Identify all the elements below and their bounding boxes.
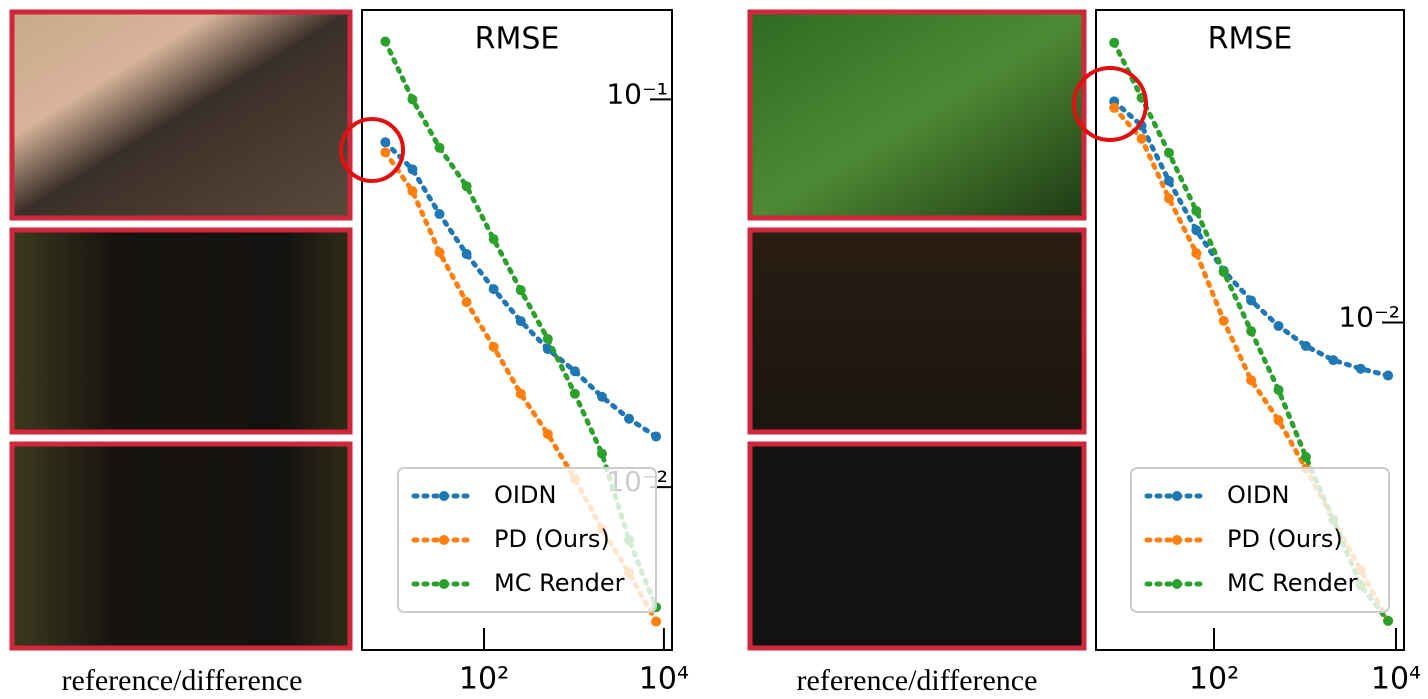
image-panels: [9, 9, 1087, 651]
data-point: [515, 285, 526, 296]
chart-title: RMSE: [475, 22, 560, 57]
data-point: [1163, 193, 1174, 204]
difference-image: [747, 441, 1087, 651]
legend-marker: [439, 491, 449, 501]
data-point: [1246, 375, 1257, 386]
data-point: [461, 249, 472, 260]
highlight-circle: [339, 117, 405, 183]
data-point: [515, 388, 526, 399]
data-point: [596, 448, 607, 459]
data-point: [1246, 326, 1257, 337]
data-point: [542, 429, 553, 440]
data-point: [1163, 147, 1174, 158]
data-point: [461, 181, 472, 192]
legend-label: OIDN: [494, 481, 556, 509]
charts: RMSE 10² 10⁴ 10⁻¹ 10⁻² OIDN PD (Ours) MC Render…: [361, 9, 1421, 697]
legend: OIDN PD (Ours) MC Render: [397, 467, 657, 613]
data-point: [1191, 225, 1202, 236]
data-point: [542, 333, 553, 344]
data-point: [380, 147, 391, 158]
legend-box: [1130, 467, 1390, 613]
data-point: [488, 284, 499, 295]
data-point: [1218, 315, 1229, 326]
data-point: [569, 388, 580, 399]
legend-label: PD (Ours): [494, 525, 610, 553]
legend-box: [397, 467, 657, 613]
legend-marker: [1172, 535, 1182, 545]
data-point: [1191, 205, 1202, 216]
caption: reference/difference: [797, 664, 1038, 697]
difference-image: [747, 227, 1087, 435]
legend-marker: [439, 535, 449, 545]
data-point: [434, 209, 445, 220]
data-point: [1246, 295, 1257, 306]
legend-label: PD (Ours): [1227, 525, 1343, 553]
legend: OIDN PD (Ours) MC Render: [1130, 467, 1390, 613]
caption: reference/difference: [62, 664, 303, 697]
data-point: [1383, 615, 1394, 626]
data-point: [1109, 102, 1120, 113]
chart: RMSE 10² 10⁴ 10⁻² OIDN PD (Ours) MC Render: [1095, 9, 1421, 697]
data-point: [624, 413, 635, 424]
legend-marker: [1172, 579, 1182, 589]
data-point: [488, 234, 499, 245]
data-point: [407, 186, 418, 197]
data-point: [1300, 451, 1311, 462]
data-point: [542, 344, 553, 355]
data-point: [380, 137, 391, 148]
x-tick-label: 10⁴: [639, 662, 689, 697]
data-point: [461, 297, 472, 308]
data-point: [488, 341, 499, 352]
data-point: [515, 316, 526, 327]
reference-image: [747, 9, 1087, 221]
y-tick-label: 10⁻¹: [606, 77, 668, 110]
data-point: [596, 391, 607, 402]
data-point: [1383, 370, 1394, 381]
data-point: [434, 142, 445, 153]
data-point: [380, 36, 391, 47]
x-tick-label: 10²: [459, 662, 509, 697]
legend-label: MC Render: [494, 569, 625, 597]
y-tick-label: 10⁻²: [1338, 301, 1400, 334]
difference-image: [9, 441, 353, 651]
highlight-circle: [1072, 66, 1148, 142]
legend-marker: [439, 579, 449, 589]
data-point: [651, 431, 662, 442]
data-point: [1191, 248, 1202, 259]
data-point: [1273, 320, 1284, 331]
legend-label: OIDN: [1227, 481, 1289, 509]
data-point: [1355, 363, 1366, 374]
data-point: [1163, 175, 1174, 186]
data-point: [407, 94, 418, 105]
legend-marker: [1172, 491, 1182, 501]
data-point: [1328, 355, 1339, 366]
data-point: [1273, 415, 1284, 426]
data-point: [1109, 37, 1120, 48]
chart-title: RMSE: [1208, 22, 1293, 57]
data-point: [434, 247, 445, 258]
legend-label: MC Render: [1227, 569, 1358, 597]
data-point: [407, 164, 418, 175]
data-point: [1300, 340, 1311, 351]
difference-image: [9, 227, 353, 435]
reference-image: [9, 9, 353, 221]
data-point: [651, 616, 662, 627]
data-point: [1218, 267, 1229, 278]
data-point: [569, 366, 580, 377]
data-point: [1136, 133, 1147, 144]
x-tick-label: 10⁴: [1371, 662, 1421, 697]
x-tick-label: 10²: [1189, 662, 1239, 697]
data-point: [1273, 384, 1284, 395]
